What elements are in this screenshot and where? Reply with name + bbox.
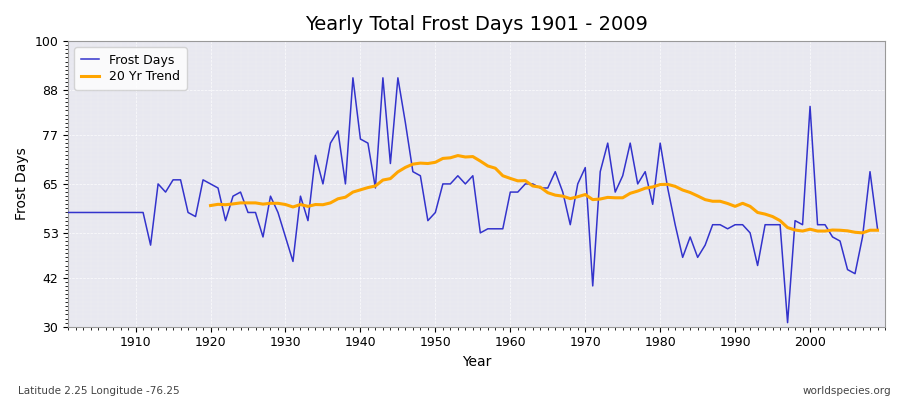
Frost Days: [122, 210, 133, 215]
Frost Days: [872, 226, 883, 231]
Frost Days: [602, 141, 613, 146]
Frost Days: [288, 259, 299, 264]
X-axis label: Year: Year: [462, 355, 491, 369]
Frost Days: [505, 190, 516, 194]
Legend: Frost Days, 20 Yr Trend: Frost Days, 20 Yr Trend: [75, 47, 186, 90]
Y-axis label: Frost Days: Frost Days: [15, 148, 29, 220]
20 Yr Trend: [205, 203, 216, 208]
Frost Days: [332, 128, 343, 133]
Line: Frost Days: Frost Days: [68, 78, 878, 323]
Line: 20 Yr Trend: 20 Yr Trend: [211, 156, 878, 233]
20 Yr Trend: [857, 230, 868, 235]
Frost Days: [782, 320, 793, 325]
Text: Latitude 2.25 Longitude -76.25: Latitude 2.25 Longitude -76.25: [18, 386, 180, 396]
20 Yr Trend: [408, 162, 418, 166]
Title: Yearly Total Frost Days 1901 - 2009: Yearly Total Frost Days 1901 - 2009: [305, 15, 648, 34]
Frost Days: [512, 190, 523, 194]
20 Yr Trend: [782, 225, 793, 230]
Text: worldspecies.org: worldspecies.org: [803, 386, 891, 396]
20 Yr Trend: [767, 214, 778, 219]
20 Yr Trend: [295, 202, 306, 207]
Frost Days: [347, 76, 358, 80]
20 Yr Trend: [850, 230, 860, 235]
20 Yr Trend: [872, 228, 883, 233]
Frost Days: [63, 210, 74, 215]
20 Yr Trend: [678, 188, 688, 192]
20 Yr Trend: [453, 153, 464, 158]
